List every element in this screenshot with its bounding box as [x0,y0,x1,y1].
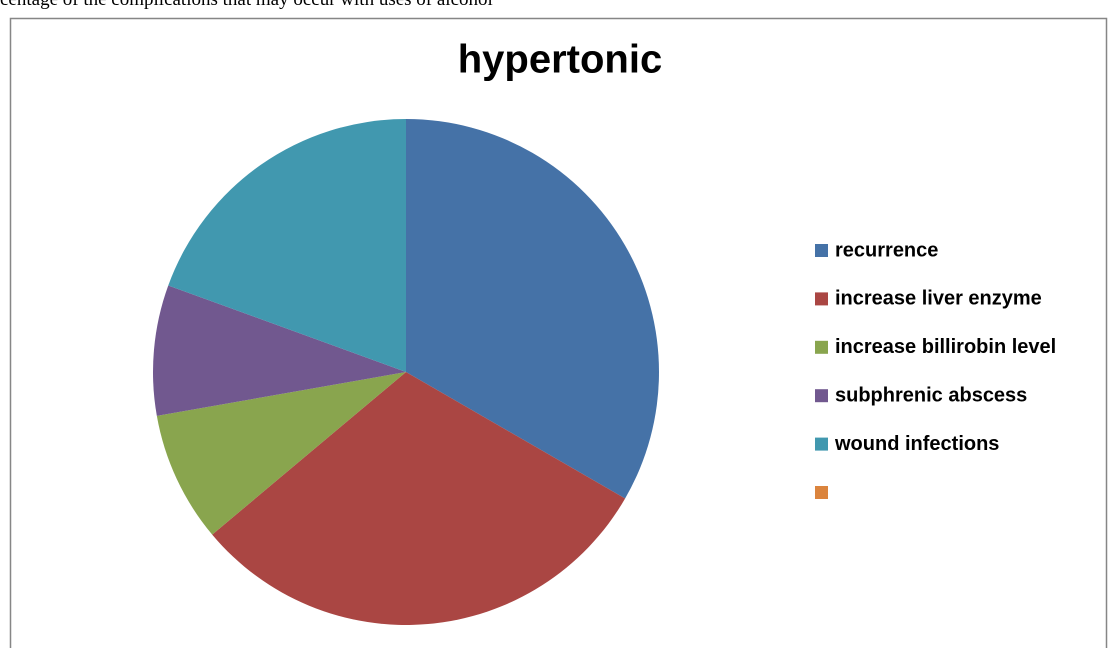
pie-slice [212,372,626,626]
pie-slice [156,372,406,535]
legend-label: increase liver enzyme [835,288,1042,310]
legend-label: wound infections [834,433,999,455]
caption: centage of the complications that may oc… [0,0,493,11]
pie-slice [153,285,406,416]
legend-swatch [815,437,828,451]
pie-slice [168,119,406,372]
legend-swatch [815,486,828,499]
legend-label: recurrence [835,239,938,261]
legend-label: increase billirobin level [835,336,1056,358]
legend-swatch [815,244,828,257]
legend-swatch [815,389,828,403]
chart-title: hypertonic [458,38,662,82]
legend-label: subphrenic abscess [835,384,1027,406]
legend-swatch [815,340,828,354]
legend-swatch [815,292,828,306]
pie-slice [406,119,660,499]
